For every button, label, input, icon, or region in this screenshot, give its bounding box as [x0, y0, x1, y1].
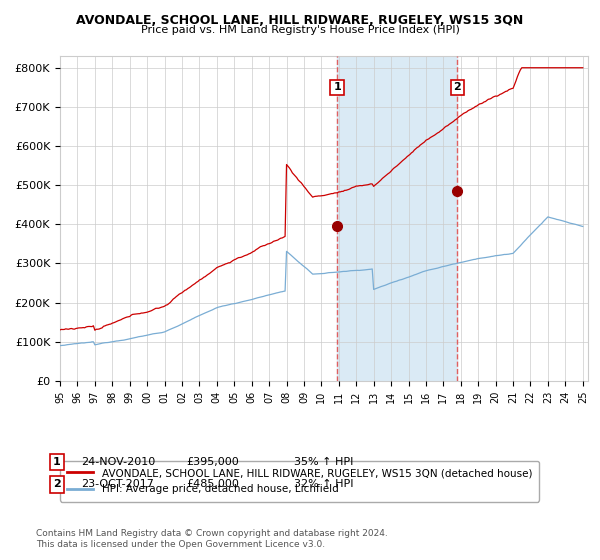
Text: 23-OCT-2017: 23-OCT-2017: [81, 479, 154, 489]
Text: 2: 2: [454, 82, 461, 92]
Text: 32% ↑ HPI: 32% ↑ HPI: [294, 479, 353, 489]
Text: 35% ↑ HPI: 35% ↑ HPI: [294, 457, 353, 467]
Text: AVONDALE, SCHOOL LANE, HILL RIDWARE, RUGELEY, WS15 3QN: AVONDALE, SCHOOL LANE, HILL RIDWARE, RUG…: [76, 14, 524, 27]
Text: Contains HM Land Registry data © Crown copyright and database right 2024.
This d: Contains HM Land Registry data © Crown c…: [36, 529, 388, 549]
Bar: [337, 56, 457, 381]
Text: 1: 1: [53, 457, 61, 467]
Legend: AVONDALE, SCHOOL LANE, HILL RIDWARE, RUGELEY, WS15 3QN (detached house), HPI: Av: AVONDALE, SCHOOL LANE, HILL RIDWARE, RUG…: [60, 461, 539, 502]
Text: 2: 2: [53, 479, 61, 489]
Text: Price paid vs. HM Land Registry's House Price Index (HPI): Price paid vs. HM Land Registry's House …: [140, 25, 460, 35]
Text: 24-NOV-2010: 24-NOV-2010: [81, 457, 155, 467]
Text: £485,000: £485,000: [186, 479, 239, 489]
Text: £395,000: £395,000: [186, 457, 239, 467]
Text: 1: 1: [333, 82, 341, 92]
